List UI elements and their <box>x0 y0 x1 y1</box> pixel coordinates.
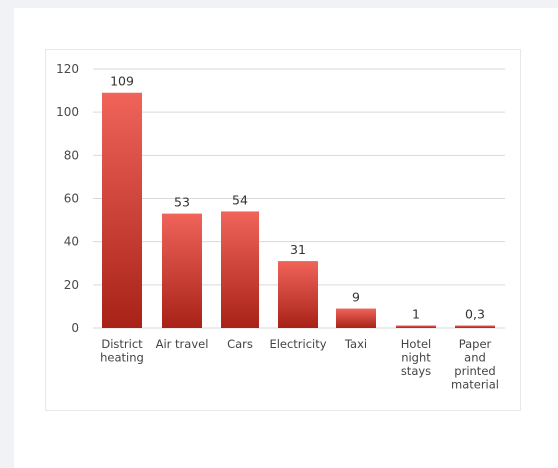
x-category-label: Air travel <box>156 337 209 351</box>
x-category-label: night <box>401 351 431 365</box>
data-label: 53 <box>174 195 190 210</box>
y-tick-label: 60 <box>64 192 79 206</box>
data-label: 31 <box>290 242 306 257</box>
bar <box>336 308 376 328</box>
y-tick-label: 20 <box>64 278 79 292</box>
data-label: 9 <box>352 290 360 305</box>
y-tick-label: 80 <box>64 148 79 162</box>
x-category-label: heating <box>100 351 144 365</box>
x-category-label: Taxi <box>344 337 367 351</box>
bar <box>162 213 202 328</box>
x-category-label: Electricity <box>269 337 326 351</box>
data-label: 1 <box>412 307 420 322</box>
x-category-label: and <box>464 351 486 365</box>
bar <box>278 261 318 328</box>
x-category-label: printed <box>454 364 495 378</box>
x-category-label: Cars <box>227 337 253 351</box>
data-label: 54 <box>232 192 248 207</box>
x-category-label: District <box>101 337 143 351</box>
bar <box>102 92 142 328</box>
x-category-label: stays <box>401 364 431 378</box>
y-tick-label: 100 <box>56 105 79 119</box>
x-category-label: Paper <box>459 337 492 351</box>
bar <box>221 211 259 328</box>
data-label: 109 <box>110 74 134 89</box>
bar <box>396 325 436 328</box>
y-tick-label: 0 <box>71 321 79 335</box>
x-category-label: Hotel <box>401 337 431 351</box>
x-category-label: material <box>451 378 499 392</box>
data-label: 0,3 <box>465 307 485 322</box>
y-tick-label: 40 <box>64 235 79 249</box>
bar <box>455 325 495 328</box>
y-tick-label: 120 <box>56 62 79 76</box>
